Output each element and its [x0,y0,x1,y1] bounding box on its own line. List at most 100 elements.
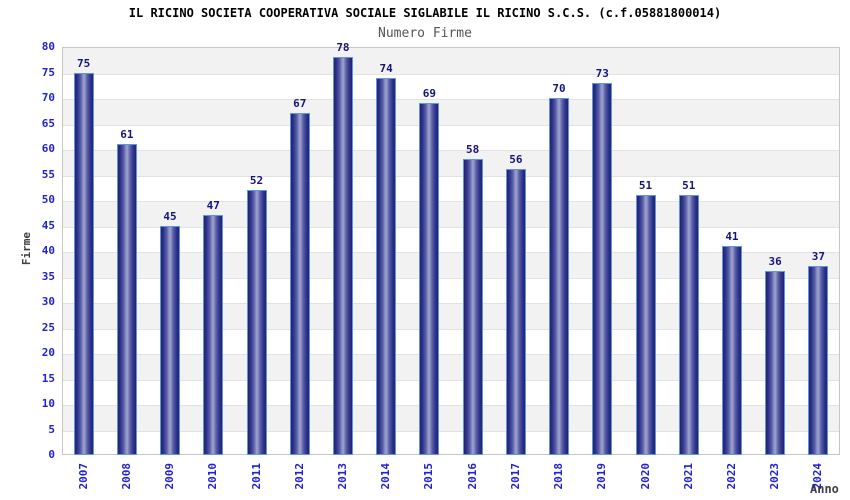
gridline [63,73,839,75]
bar [419,103,440,455]
grid-band [63,48,839,74]
gridline [63,405,839,406]
x-tick-label: 2009 [163,463,177,490]
x-tick-label: 2012 [292,463,306,490]
bar [592,82,613,455]
bar-value-label: 51 [638,178,653,192]
bar-value-label: 74 [379,61,393,75]
bar [376,77,397,455]
gridline [63,328,839,330]
bar-value-label: 67 [293,97,307,111]
y-tick-label: 35 [41,269,55,283]
y-tick-label: 10 [41,397,55,410]
bar-value-label: 52 [249,173,264,187]
bar [505,169,526,455]
chart-subtitle: Numero Firme [378,26,472,41]
grid-band [63,252,839,278]
bar-value-label: 58 [465,143,480,157]
bar [678,194,699,455]
bar-value-label: 45 [163,209,177,223]
y-tick-label: 45 [41,218,55,232]
x-tick-label: 2008 [119,463,133,490]
gridline [63,354,839,355]
bar-value-label: 47 [206,199,220,213]
x-tick-label: 2014 [379,463,393,490]
y-tick-label: 60 [41,142,55,155]
y-tick-label: 5 [48,422,55,436]
x-tick-label: 2019 [595,463,609,490]
x-tick-label: 2021 [681,463,695,490]
gridline [63,99,839,100]
y-tick-label: 65 [41,116,55,130]
bar [116,143,137,455]
grid-band [63,303,839,329]
grid-band [63,175,839,201]
x-axis-title: Anno [810,482,839,496]
x-tick-label: 2007 [76,463,90,490]
gridline [63,226,839,228]
bar-value-label: 37 [811,250,825,264]
y-tick-label: 30 [41,295,55,308]
x-tick-label: 2023 [768,463,782,490]
x-tick-label: 2022 [724,463,738,490]
grid-band [63,277,839,303]
x-tick-label: 2017 [508,463,522,490]
gridline [63,252,839,253]
bar [332,57,353,455]
x-tick-label: 2015 [422,463,436,490]
bar [808,266,829,455]
y-tick-label: 40 [41,244,55,257]
grid-band [63,99,839,125]
chart-title: IL RICINO SOCIETA COOPERATIVA SOCIALE SI… [128,6,722,20]
y-tick-label: 75 [41,65,55,79]
bar-value-label: 51 [682,178,696,192]
gridline [63,175,839,177]
grid-band [63,201,839,227]
bar-value-label: 61 [120,127,134,141]
grid-band [63,73,839,99]
x-tick-label: 2013 [335,463,349,490]
y-tick-label: 0 [48,448,55,461]
gridline [63,379,839,381]
x-tick-label: 2024 [811,463,825,490]
gridline [63,277,839,279]
gridline [63,124,839,126]
bar-value-label: 75 [76,56,91,70]
bar [160,225,181,455]
bar-value-label: 69 [422,87,436,101]
bar [549,98,570,455]
y-tick-label: 25 [41,320,55,334]
grid-band [63,124,839,150]
bar-value-label: 70 [552,82,566,95]
grid-band [63,226,839,252]
grid-band [63,354,839,380]
x-tick-label: 2010 [206,463,220,490]
x-tick-label: 2018 [552,463,566,490]
bar-value-label: 56 [509,153,523,167]
y-tick-label: 70 [41,91,55,104]
bar-value-label: 73 [595,66,609,80]
x-tick-label: 2020 [638,463,652,490]
bar [721,245,742,455]
x-tick-label: 2016 [465,463,479,490]
bar [73,72,94,455]
x-tick-label: 2011 [249,463,263,490]
grid-band [63,328,839,354]
bar [765,271,786,455]
gridline [63,201,839,202]
bar [635,194,656,455]
y-tick-label: 80 [41,40,55,53]
grid-band [63,379,839,405]
bar-value-label: 41 [725,229,739,243]
gridline [63,430,839,432]
bar [203,215,224,455]
grid-band [63,150,839,176]
gridline [63,303,839,304]
bar-value-label: 78 [336,41,350,55]
bar [289,113,310,455]
bar-value-label: 36 [768,255,782,269]
y-tick-label: 20 [41,346,55,359]
y-tick-label: 15 [41,371,55,385]
bar [246,189,267,455]
